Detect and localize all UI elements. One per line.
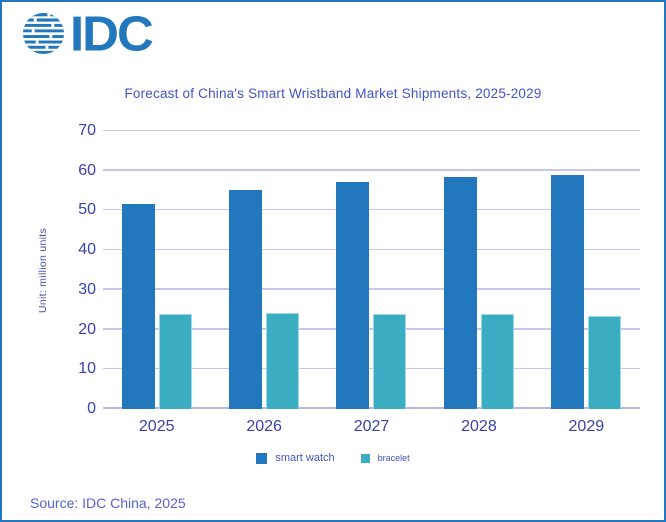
y-tick-label-20: 20 xyxy=(78,320,96,338)
gridline-50 xyxy=(103,209,640,211)
legend-label-smart-watch: smart watch xyxy=(275,452,335,464)
legend: smart watch bracelet xyxy=(2,452,664,464)
bar-group-2027 xyxy=(318,131,425,409)
bar-smart-watch-2026 xyxy=(229,190,263,409)
chart-title: Forecast of China's Smart Wristband Mark… xyxy=(124,86,542,101)
gridline-60 xyxy=(103,169,640,171)
bar-bracelet-2028 xyxy=(480,314,514,409)
bar-bracelet-2027 xyxy=(373,313,407,409)
y-tick-label-10: 10 xyxy=(78,360,96,378)
bar-bracelet-2026 xyxy=(266,313,300,409)
gridline-30 xyxy=(103,288,640,290)
bar-group-2025 xyxy=(103,131,210,409)
x-tick-label-2028: 2028 xyxy=(461,418,497,435)
legend-item-smart-watch: smart watch xyxy=(256,452,335,464)
y-tick-label-0: 0 xyxy=(87,400,96,417)
y-tick-label-70: 70 xyxy=(78,122,96,139)
gridline-20 xyxy=(103,328,640,330)
gridline-10 xyxy=(103,367,640,370)
x-tick-label-2027: 2027 xyxy=(353,418,390,435)
x-tick-label-2026: 2026 xyxy=(246,418,282,435)
plot-area xyxy=(103,129,640,409)
source-note: Source: IDC China, 2025 xyxy=(30,495,186,511)
legend-swatch-bracelet xyxy=(360,453,370,463)
bar-smart-watch-2027 xyxy=(336,181,370,409)
legend-label-bracelet: bracelet xyxy=(377,453,410,463)
y-axis-title: Unit: million units xyxy=(37,227,49,313)
y-tick-label-50: 50 xyxy=(78,201,96,219)
idc-logo: IDC xyxy=(22,6,154,61)
x-axis-labels: 2025 2026 2027 2028 2029 xyxy=(103,418,640,436)
bar-group-2029 xyxy=(533,131,640,409)
bar-smart-watch-2029 xyxy=(551,175,585,409)
bar-smart-watch-2025 xyxy=(121,204,155,409)
gridline-70 xyxy=(103,129,640,131)
x-tick-label-2025: 2025 xyxy=(138,418,175,435)
bar-smart-watch-2028 xyxy=(443,177,477,409)
idc-globe-icon xyxy=(22,12,65,55)
legend-item-bracelet: bracelet xyxy=(360,453,410,463)
y-axis-ticks: 0 10 20 30 40 50 60 70 xyxy=(54,123,96,417)
bar-group-2026 xyxy=(210,131,317,409)
x-tick-label-2029: 2029 xyxy=(568,418,605,435)
bar-bracelet-2025 xyxy=(158,313,192,409)
gridline-40 xyxy=(103,248,640,251)
gridline-0 xyxy=(103,407,640,409)
idc-logo-text: IDC xyxy=(70,6,154,61)
y-tick-label-30: 30 xyxy=(78,280,96,298)
y-tick-label-40: 40 xyxy=(78,241,96,259)
bar-bracelet-2029 xyxy=(588,316,622,409)
legend-swatch-smart-watch xyxy=(256,452,268,464)
bar-group-2028 xyxy=(425,131,532,409)
y-tick-label-60: 60 xyxy=(78,161,96,179)
